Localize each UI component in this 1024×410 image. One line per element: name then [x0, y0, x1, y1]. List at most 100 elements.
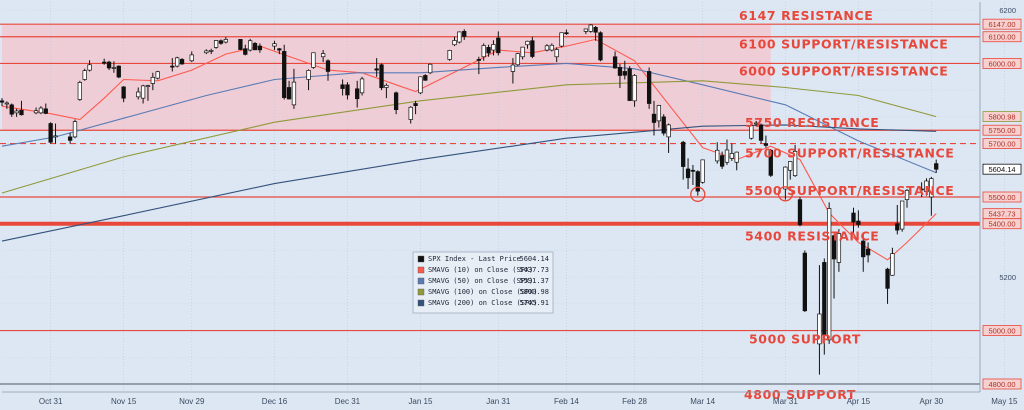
candle-body-47 — [325, 60, 331, 72]
candle-body-52 — [374, 68, 379, 71]
candle-body-21 — [140, 85, 146, 99]
price-tag-box-5 — [982, 138, 1022, 149]
candle-body-11 — [72, 121, 78, 138]
x-tick-label-0: Oct 31 — [39, 397, 63, 406]
level-label-5000: 5000 SUPPORT — [749, 332, 861, 347]
candle-body-110 — [788, 161, 793, 171]
candle-body-17 — [111, 67, 117, 69]
candle-body-24 — [155, 71, 160, 79]
price-tag-box-11 — [982, 378, 1022, 390]
candle-body-106 — [758, 124, 764, 141]
candle-body-20 — [136, 91, 141, 98]
price-tag-box-2 — [982, 58, 1022, 69]
candle-body-6 — [38, 107, 44, 114]
price-tag-box-3 — [982, 111, 1022, 123]
candle-body-28 — [189, 54, 194, 62]
candle-body-10 — [67, 136, 73, 141]
candle-body-103 — [734, 151, 739, 163]
candle-body-124 — [890, 253, 895, 276]
candle-body-63 — [457, 31, 462, 43]
candle-body-102 — [729, 153, 735, 159]
x-tick-label-7: Feb 14 — [554, 397, 579, 406]
moving-average-layer — [1, 38, 937, 261]
candle-body-44 — [306, 70, 311, 80]
legend-swatch-3 — [417, 288, 425, 296]
candle-body-3 — [14, 110, 19, 114]
x-tick-label-10: Mar 31 — [773, 397, 798, 406]
candle-body-64 — [462, 31, 467, 37]
candle-body-85 — [617, 67, 623, 76]
candle-body-119 — [851, 212, 856, 223]
candle-body-67 — [486, 47, 491, 54]
candle-body-84 — [612, 56, 618, 69]
candle-body-50 — [355, 88, 360, 100]
candle-body-29 — [204, 50, 209, 54]
candle-body-32 — [218, 40, 224, 44]
candle-body-80 — [583, 28, 589, 32]
candle-body-82 — [593, 27, 598, 33]
candle-body-107 — [763, 143, 769, 146]
candle-body-41 — [282, 51, 287, 98]
legend-label-1: SMAVG (10) on Close (SPX) — [428, 266, 533, 274]
candle-body-76 — [549, 44, 554, 51]
candle-body-48 — [340, 84, 345, 89]
price-tag-box-7 — [982, 191, 1022, 203]
candle-body-71 — [515, 53, 520, 66]
legend-value-0: 5604.14 — [519, 255, 549, 263]
candle-body-109 — [783, 166, 788, 190]
x-tick-label-11: Apr 15 — [847, 397, 871, 406]
price-tag-layer: 6147.00 6100.00 6000.00 5800.98 5750.00 5700.… — [982, 18, 1022, 390]
candle-body-113 — [802, 252, 807, 312]
legend-swatch-1 — [417, 266, 425, 274]
candle-body-92 — [661, 116, 666, 134]
candle-body-45 — [311, 52, 316, 68]
y-tick-label-0: 6200 — [999, 6, 1016, 15]
candle-body-54 — [384, 84, 389, 88]
shaded-range — [2, 24, 771, 131]
candle-body-86 — [622, 71, 627, 76]
candle-body-42 — [286, 87, 292, 100]
price-tag-8: 5437.73 — [988, 210, 1015, 219]
candle-body-77 — [554, 49, 559, 58]
candle-body-94 — [681, 141, 686, 167]
candle-body-93 — [666, 124, 671, 138]
candle-body-65 — [476, 59, 481, 61]
candle-body-12 — [77, 82, 83, 100]
legend-label-2: SMAVG (50) on Close (SPX) — [428, 277, 533, 285]
x-tick-label-8: Feb 28 — [622, 397, 647, 406]
candle-body-49 — [345, 84, 350, 96]
candle-body-34 — [238, 39, 243, 50]
level-label-5500: 5500 SUPPORT/RESISTANCE — [745, 183, 954, 198]
candle-body-69 — [496, 37, 501, 54]
candle-body-122 — [865, 248, 871, 256]
candle-body-104 — [749, 125, 754, 139]
candle-body-120 — [856, 220, 861, 225]
legend-value-1: 5437.73 — [519, 266, 549, 274]
level-label-5750: 5750 RESISTANCE — [745, 115, 879, 130]
price-tag-9: 5400.00 — [988, 220, 1015, 229]
x-tick-label-13: May 15 — [991, 397, 1018, 406]
candle-body-66 — [481, 45, 486, 58]
candle-body-118 — [836, 233, 842, 263]
candle-body-31 — [213, 40, 219, 48]
level-label-6147: 6147 RESISTANCE — [739, 8, 873, 23]
shaded-range-layer — [2, 24, 771, 131]
candle-body-115 — [822, 262, 827, 336]
candle-body-51 — [359, 78, 365, 94]
candle-body-38 — [257, 45, 263, 51]
level-label-5400: 5400 RESISTANCE — [745, 229, 879, 244]
candle-body-81 — [588, 24, 593, 32]
candle-body-131 — [934, 163, 939, 170]
candle-body-123 — [885, 268, 890, 289]
candle-body-53 — [379, 64, 384, 89]
candle-body-73 — [525, 40, 530, 46]
candle-body-8 — [48, 123, 53, 143]
candle-body-35 — [243, 48, 248, 55]
candle-body-97 — [695, 171, 700, 192]
candle-body-40 — [277, 48, 282, 51]
candle-body-7 — [43, 108, 48, 114]
price-tag-6: 5604.14 — [988, 165, 1015, 174]
candle-body-72 — [520, 46, 525, 58]
